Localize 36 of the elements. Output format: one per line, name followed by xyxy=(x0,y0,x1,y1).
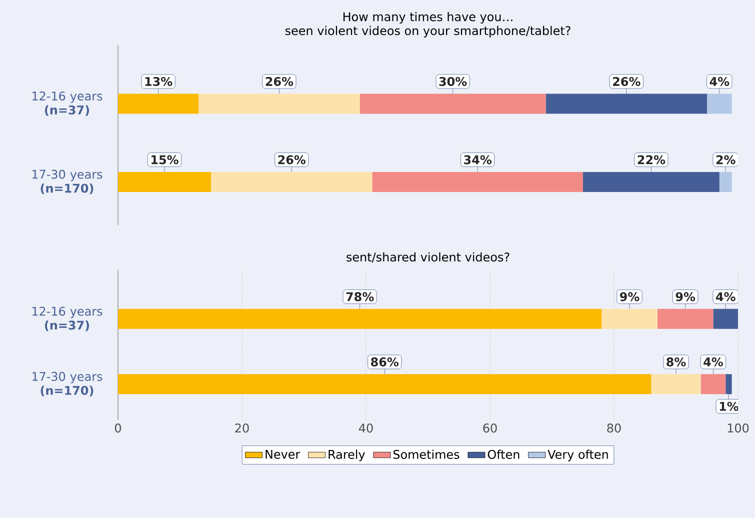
data-label: 13% xyxy=(145,76,172,86)
x-tick-label: 0 xyxy=(114,424,122,433)
data-label: 86% xyxy=(371,357,399,366)
y-tick-label: 12-16 years (n=37) xyxy=(32,306,102,332)
data-label: 30% xyxy=(439,76,467,86)
legend-label: Rarely xyxy=(328,450,365,462)
data-label: 9% xyxy=(620,292,640,302)
data-label: 4% xyxy=(710,76,730,86)
x-tick-label: 20 xyxy=(235,424,249,433)
chart-subtitle: seen violent videos on your smartphone/tablet? xyxy=(285,26,570,38)
data-label: 34% xyxy=(464,155,492,164)
x-tick-label: 80 xyxy=(607,424,621,433)
legend-label: Often xyxy=(488,450,520,459)
data-label: 22% xyxy=(638,155,666,164)
data-label: 26% xyxy=(613,76,640,86)
data-label: 2% xyxy=(716,155,736,164)
data-label: 26% xyxy=(278,155,306,164)
chart-title: sent/shared violent videos? xyxy=(346,252,510,262)
legend-label: Sometimes xyxy=(393,450,460,459)
data-label: 15% xyxy=(152,155,178,164)
data-label: 26% xyxy=(266,76,294,86)
x-tick-label: 40 xyxy=(358,424,373,433)
x-tick-label: 60 xyxy=(483,424,497,433)
legend-label: Very often xyxy=(548,450,608,462)
data-label: 9% xyxy=(676,292,696,302)
legend-label: Never xyxy=(266,450,300,459)
data-label: 4% xyxy=(716,292,736,302)
chart-title: How many times have you… xyxy=(343,12,512,24)
data-label: 4% xyxy=(704,357,723,366)
data-label: 1% xyxy=(720,402,738,411)
x-tick-label: 100 xyxy=(728,424,749,433)
y-tick-label: 12-16 years (n=37) xyxy=(32,91,102,116)
data-label: 8% xyxy=(666,357,686,366)
data-label: 78% xyxy=(346,292,374,302)
y-tick-label: 17-30 years (n=170) xyxy=(32,170,102,194)
y-tick-label: 17-30 years (n=170) xyxy=(32,372,102,396)
